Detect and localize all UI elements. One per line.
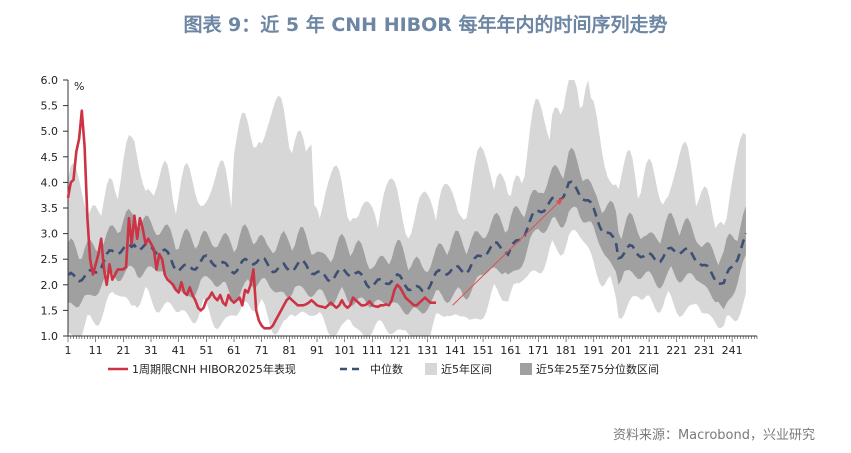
y-tick-label: 3.5 xyxy=(41,202,59,215)
x-tick-label: 241 xyxy=(722,344,743,357)
x-tick-label: 161 xyxy=(500,344,521,357)
current-line xyxy=(66,109,436,330)
source-note: 资料来源：Macrobond，兴业研究 xyxy=(612,428,815,443)
x-tick-label: 1 xyxy=(65,344,72,357)
x-tick-label: 51 xyxy=(199,344,213,357)
legend-swatch-band5 xyxy=(425,363,437,375)
x-tick-label: 121 xyxy=(390,344,411,357)
median-line xyxy=(67,180,748,293)
legend-swatch-band25-75 xyxy=(520,363,532,375)
x-tick-label: 201 xyxy=(611,344,632,357)
x-tick-label: 231 xyxy=(694,344,715,357)
x-tick-label: 111 xyxy=(362,344,383,357)
legend-label-current: 1周期限CNH HIBOR2025年表现 xyxy=(132,362,296,376)
x-tick-label: 81 xyxy=(282,344,296,357)
x-tick-label: 71 xyxy=(255,344,269,357)
x-tick-label: 41 xyxy=(172,344,186,357)
y-tick-label: 6.0 xyxy=(41,74,59,87)
current-series xyxy=(66,109,436,330)
arrow-head xyxy=(556,197,564,205)
x-tick-label: 211 xyxy=(639,344,660,357)
x-tick-label: 151 xyxy=(473,344,494,357)
y-tick-label: 4.5 xyxy=(41,151,59,164)
x-tick-label: 11 xyxy=(89,344,103,357)
y-axis-unit: % xyxy=(74,80,84,93)
y-tick-label: 3.0 xyxy=(41,228,59,241)
y-tick-label: 2.5 xyxy=(41,253,59,266)
axes: 6.05.55.04.54.03.53.02.52.01.51.0%1 11 21 3… xyxy=(41,74,758,357)
trend-arrow xyxy=(452,197,564,306)
median-series xyxy=(67,180,748,293)
arrow-line xyxy=(452,197,564,306)
x-tick-label: 181 xyxy=(556,344,577,357)
x-tick-label: 91 xyxy=(310,344,324,357)
chart-title: 图表 9：近 5 年 CNH HIBOR 每年年内的时间序列走势 xyxy=(183,14,668,36)
legend-label-band5: 近5年区间 xyxy=(441,362,492,376)
x-tick-label: 101 xyxy=(334,344,355,357)
x-tick-label: 21 xyxy=(116,344,130,357)
x-tick-label: 221 xyxy=(666,344,687,357)
y-tick-label: 4.0 xyxy=(41,176,59,189)
legend-label-median: 中位数 xyxy=(370,362,403,376)
y-tick-label: 2.0 xyxy=(41,279,59,292)
x-tick-label: 191 xyxy=(583,344,604,357)
legend: 1周期限CNH HIBOR2025年表现 中位数 近5年区间 近5年25至75分位数区… xyxy=(108,362,659,376)
x-tick-label: 131 xyxy=(417,344,438,357)
y-tick-label: 5.5 xyxy=(41,100,59,113)
x-tick-label: 61 xyxy=(227,344,241,357)
x-tick-label: 171 xyxy=(528,344,549,357)
x-tick-label: 141 xyxy=(445,344,466,357)
x-tick-label: 31 xyxy=(144,344,158,357)
y-tick-label: 1.0 xyxy=(41,330,59,343)
y-tick-label: 5.0 xyxy=(41,125,59,138)
legend-label-band25-75: 近5年25至75分位数区间 xyxy=(536,362,659,376)
y-tick-label: 1.5 xyxy=(41,304,59,317)
